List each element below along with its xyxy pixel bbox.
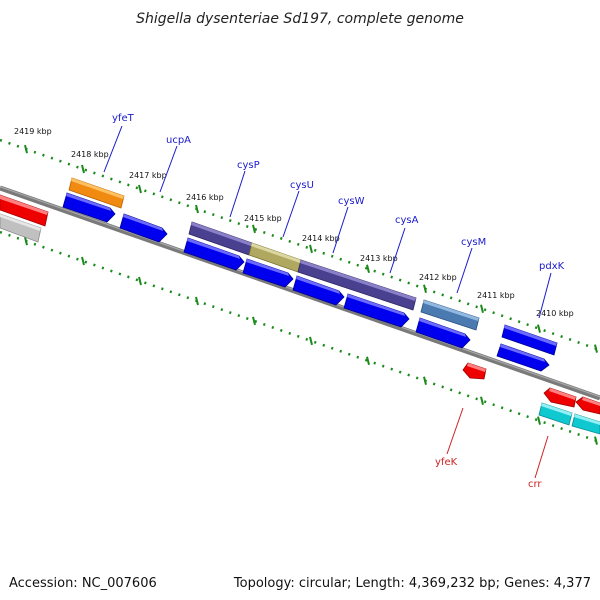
scale-tick (252, 316, 256, 326)
scale-label: 2412 kbp (419, 273, 457, 282)
scale-label: 2417 kbp (129, 171, 167, 180)
feature-grey[interactable] (0, 213, 42, 243)
scale-tick (594, 436, 598, 445)
scale-label: 2419 kbp (14, 127, 52, 136)
gene-label[interactable]: pdxK (539, 261, 565, 272)
scale-tick (480, 396, 484, 405)
cds-arrow[interactable] (242, 258, 294, 288)
scale-tick (309, 336, 313, 346)
scale-tick (81, 256, 85, 266)
map-title: Shigella dysenteriae Sd197, complete gen… (136, 11, 464, 27)
gene-label[interactable]: ucpA (166, 135, 191, 146)
scale-tick (537, 324, 541, 333)
scale-tick (537, 416, 541, 425)
gene-label[interactable]: cysM (461, 237, 486, 248)
gene-label[interactable]: yfeK (435, 457, 458, 468)
scale-tick (195, 204, 199, 214)
scale-tick (81, 164, 85, 174)
scale-tick (138, 276, 142, 286)
scale-tick (24, 144, 28, 154)
gene-labels: yfeT ucpA cysP cysU cysW cysA cysM pdxK … (112, 113, 565, 490)
scale-tick (480, 304, 484, 313)
cds-forward (62, 192, 558, 372)
scale-label: 2411 kbp (477, 291, 515, 300)
scale-tick (309, 244, 313, 254)
scale-label: 2410 kbp (536, 309, 574, 318)
gene-leaders-reverse (446, 407, 549, 479)
gene-label[interactable]: cysW (338, 196, 365, 207)
scale-label: 2416 kbp (186, 193, 224, 202)
scale-tick (366, 264, 370, 274)
gene-label[interactable]: cysP (237, 160, 260, 171)
scale-tick (423, 376, 427, 385)
cds-arrow[interactable] (501, 324, 558, 356)
scale-tick (366, 356, 370, 366)
accession-text: Accession: NC_007606 (9, 576, 157, 591)
scale-tick (594, 344, 598, 353)
feature-cyan[interactable] (538, 402, 573, 426)
scale-tick (24, 236, 28, 246)
cds-arrow[interactable] (62, 192, 116, 223)
reverse-features (0, 213, 600, 435)
scale-ticks (24, 144, 598, 445)
genome-summary-text: Topology: circular; Length: 4,369,232 bp… (233, 576, 591, 591)
cds-arrow-reverse[interactable] (543, 387, 577, 408)
scale-tick (252, 224, 256, 234)
gene-label[interactable]: crr (528, 479, 542, 490)
scale-tick (423, 284, 427, 293)
gene-label[interactable]: cysU (290, 180, 314, 191)
gene-label[interactable]: yfeT (112, 113, 135, 124)
scale-label: 2414 kbp (302, 234, 340, 243)
scale-tick (138, 184, 142, 194)
scale-label: 2415 kbp (244, 214, 282, 223)
scale-label: 2418 kbp (71, 150, 109, 159)
scale-label: 2413 kbp (360, 254, 398, 263)
gene-label[interactable]: cysA (395, 215, 419, 226)
forward-features (0, 177, 480, 331)
scale-labels: 2419 kbp 2418 kbp 2417 kbp 2416 kbp 2415… (14, 127, 574, 318)
scale-track-upper (0, 138, 600, 352)
scale-tick (195, 296, 199, 306)
gene-leaders-forward (103, 125, 552, 319)
